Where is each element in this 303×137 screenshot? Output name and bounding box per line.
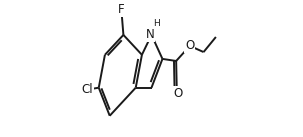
Text: O: O: [185, 39, 195, 52]
Text: O: O: [174, 87, 183, 100]
Text: H: H: [153, 19, 160, 28]
Text: F: F: [118, 3, 125, 16]
Text: N: N: [146, 28, 155, 41]
Text: Cl: Cl: [81, 83, 93, 96]
